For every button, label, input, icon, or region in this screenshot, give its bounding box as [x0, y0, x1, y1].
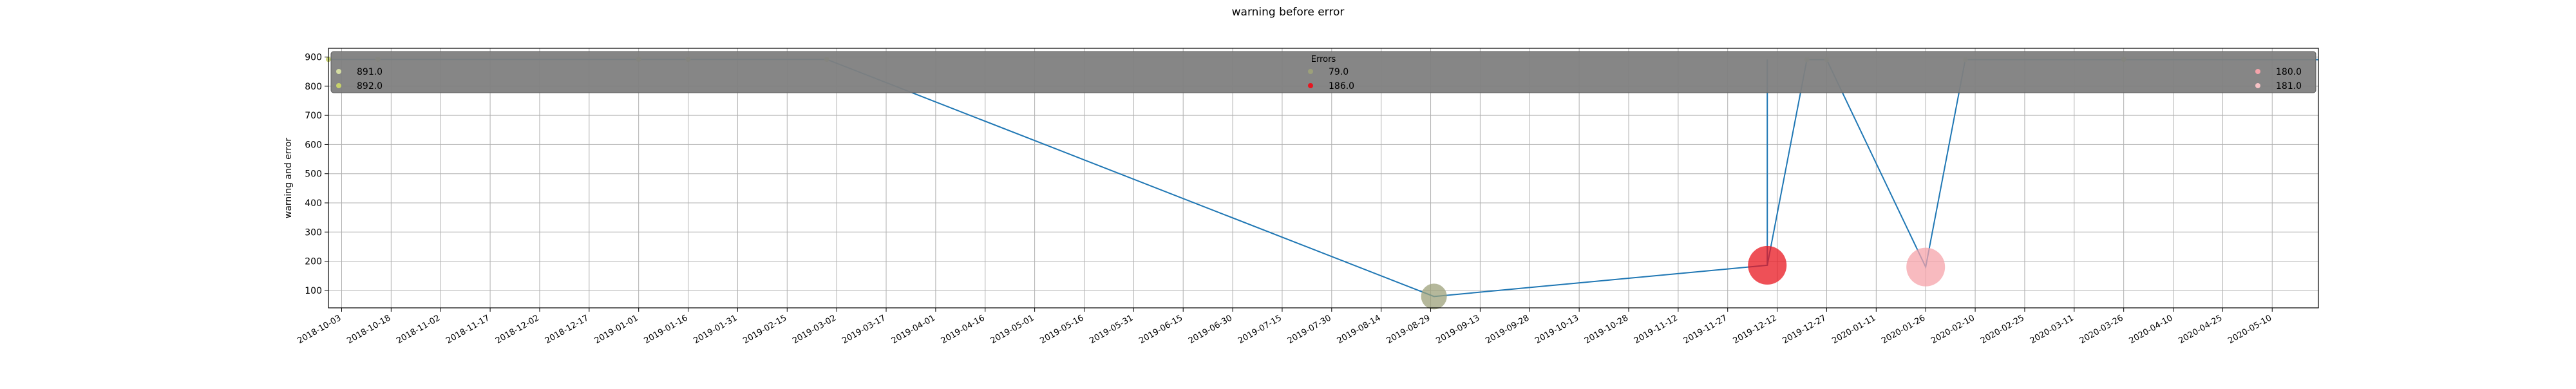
plot-frame	[328, 48, 2319, 308]
x-tick-label: 2019-10-13	[1533, 313, 1580, 346]
data-point	[1748, 245, 1787, 285]
y-tick-label: 100	[305, 286, 322, 296]
legend-label: 891.0	[357, 67, 383, 77]
legend-marker	[1308, 83, 1313, 88]
legend-title: Errors	[1311, 55, 1336, 64]
y-tick-label: 900	[305, 53, 322, 63]
x-tick-label: 2019-03-17	[840, 313, 887, 346]
legend-marker	[2255, 69, 2260, 74]
x-tick-label: 2019-10-28	[1583, 313, 1630, 346]
legend: Errors 891.0 892.0 79.0 186.0 180.0 181.0	[330, 51, 2316, 93]
legend-box	[330, 51, 2316, 93]
x-tick-label: 2018-12-02	[494, 313, 541, 346]
legend-label: 79.0	[1329, 67, 1349, 77]
x-tick-label: 2020-04-25	[2177, 313, 2224, 346]
x-tick-label: 2018-11-02	[395, 313, 442, 346]
x-tick-label: 2019-11-27	[1682, 313, 1729, 346]
x-tick-label: 2019-07-15	[1236, 313, 1283, 346]
x-tick-label: 2018-10-18	[345, 313, 392, 346]
x-tick-label: 2019-07-30	[1286, 313, 1333, 346]
legend-marker	[336, 83, 341, 88]
x-tick-label: 2020-02-10	[1929, 313, 1976, 346]
y-tick-label: 300	[305, 227, 322, 238]
x-tick-label: 2019-02-15	[741, 313, 788, 346]
legend-marker	[2255, 83, 2260, 88]
x-tick-label: 2020-02-25	[1979, 313, 2026, 346]
x-tick-label: 2020-04-10	[2128, 313, 2175, 346]
y-tick-label: 600	[305, 140, 322, 150]
y-tick-label: 200	[305, 257, 322, 267]
x-tick-label: 2019-12-12	[1732, 313, 1779, 346]
chart-title: warning before error	[1232, 6, 1345, 19]
data-point	[1906, 247, 1946, 287]
legend-marker	[1308, 69, 1313, 74]
x-tick-label: 2020-03-11	[2029, 313, 2076, 346]
x-tick-label: 2019-09-13	[1434, 313, 1481, 346]
x-tick-label: 2019-06-15	[1137, 313, 1184, 346]
x-tick-label: 2019-12-27	[1781, 313, 1828, 346]
x-tick-label: 2019-06-30	[1187, 313, 1234, 346]
x-tick-label: 2019-04-16	[940, 313, 987, 346]
x-tick-label: 2019-04-01	[890, 313, 937, 346]
y-axis-label: warning and error	[283, 138, 294, 218]
y-tick-label: 700	[305, 111, 322, 121]
x-tick-label: 2019-01-01	[593, 313, 640, 346]
markers-layer	[326, 57, 2126, 310]
x-tick-label: 2019-11-12	[1633, 313, 1680, 346]
x-tick-label: 2019-01-16	[643, 313, 690, 346]
x-tick-label: 2018-10-03	[296, 313, 343, 346]
x-tick-label: 2019-05-01	[989, 313, 1036, 346]
x-tick-label: 2019-08-29	[1385, 313, 1432, 346]
x-tick-label: 2020-03-26	[2078, 313, 2125, 346]
legend-label: 181.0	[2276, 81, 2302, 91]
x-tick-label: 2019-01-31	[692, 313, 739, 346]
x-tick-label: 2020-01-26	[1880, 313, 1927, 346]
legend-label: 892.0	[357, 81, 383, 91]
x-tick-label: 2019-03-02	[791, 313, 838, 346]
y-tick-label: 500	[305, 169, 322, 180]
data-point	[1421, 283, 1447, 310]
x-tick-label: 2018-11-17	[444, 313, 491, 346]
y-tick-label: 400	[305, 198, 322, 209]
legend-label: 186.0	[1329, 81, 1354, 91]
x-tick-label: 2019-05-16	[1039, 313, 1086, 346]
x-tick-label: 2020-05-10	[2226, 313, 2273, 346]
legend-marker	[336, 69, 341, 74]
y-axis-ticks: 100 200 300 400 500 600 700 800 900	[305, 53, 328, 296]
y-tick-label: 800	[305, 82, 322, 92]
x-tick-label: 2019-08-14	[1336, 313, 1383, 346]
x-tick-label: 2020-01-11	[1830, 313, 1877, 346]
x-tick-label: 2018-12-17	[544, 313, 591, 346]
x-tick-label: 2019-09-28	[1484, 313, 1531, 346]
x-tick-label: 2019-05-31	[1088, 313, 1135, 346]
x-axis-ticks: 2018-10-03 2018-10-18 2018-11-02 2018-11-17…	[296, 308, 2273, 346]
legend-label: 180.0	[2276, 67, 2302, 77]
